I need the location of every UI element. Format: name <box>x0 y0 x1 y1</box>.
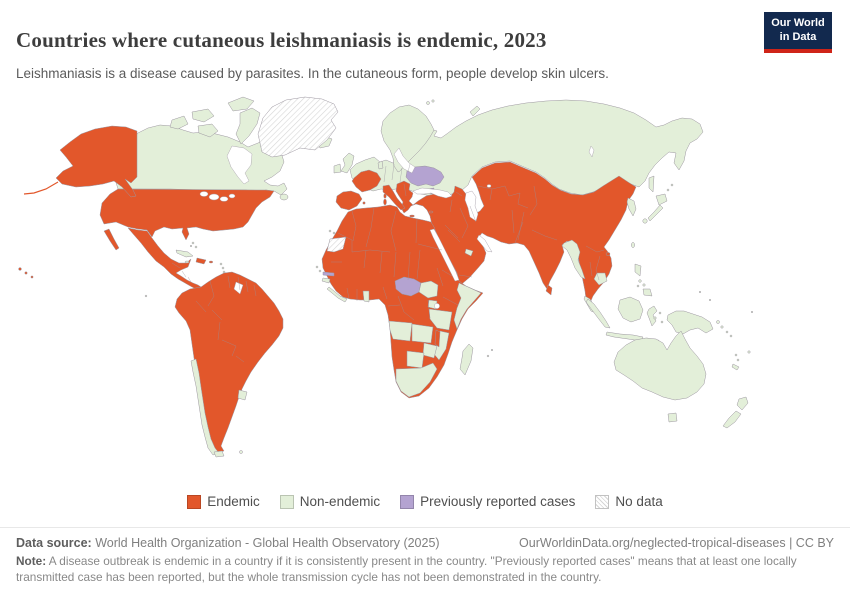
red-sea <box>429 228 460 282</box>
country-borders <box>171 163 605 363</box>
region-mexico-central-america <box>127 227 202 291</box>
legend-item-previously-reported[interactable]: Previously reported cases <box>400 494 575 509</box>
east-asia[interactable] <box>464 175 754 371</box>
lake-baikal <box>588 145 595 158</box>
caribbean[interactable] <box>175 241 226 282</box>
persian-gulf <box>476 234 493 253</box>
legend-label: No data <box>615 494 663 509</box>
lake-victoria <box>434 303 440 309</box>
page-title: Countries where cutaneous leishmaniasis … <box>16 28 547 53</box>
world-map[interactable] <box>0 84 850 490</box>
legend-label: Non-endemic <box>299 494 381 509</box>
region-western-sahara <box>326 236 347 253</box>
region-ukraine[interactable] <box>405 165 445 187</box>
footer: Data source: World Health Organization -… <box>0 527 850 586</box>
north-america[interactable] <box>18 96 289 291</box>
note-label: Note: <box>16 554 47 568</box>
mediterranean-europe[interactable] <box>335 169 406 214</box>
legend-item-endemic[interactable]: Endemic <box>187 494 260 509</box>
region-greenland[interactable] <box>257 96 339 158</box>
region-new-zealand <box>736 396 749 411</box>
data-source-line: Data source: World Health Organization -… <box>16 536 440 550</box>
aral-sea <box>486 184 492 188</box>
region-myanmar <box>561 239 586 280</box>
caspian-sea <box>464 190 479 222</box>
baltic-sea <box>393 147 416 174</box>
region-united-states <box>99 188 275 241</box>
page-subtitle: Leishmaniasis is a disease caused by par… <box>16 65 609 81</box>
data-source-label: Data source: <box>16 536 92 550</box>
region-chile <box>190 358 220 456</box>
region-alaska <box>55 125 138 198</box>
previously-reported-swatch-icon <box>400 494 415 509</box>
region-south-africa <box>395 362 438 398</box>
hudson-bay <box>226 145 253 185</box>
region-italy <box>382 184 406 211</box>
region-philippines <box>634 263 642 277</box>
no-data-swatch-icon <box>595 494 610 509</box>
region-cuba <box>175 249 194 258</box>
endemic-swatch-icon <box>187 494 202 509</box>
africa-overlays[interactable] <box>315 229 494 398</box>
aleutian-islands <box>23 181 59 195</box>
footer-note: Note: A disease outbreak is endemic in a… <box>16 554 797 584</box>
region-madagascar <box>459 343 474 376</box>
region-france <box>351 169 382 193</box>
owid-logo-line2: in Data <box>779 30 817 43</box>
region-australia <box>613 330 707 401</box>
owid-logo[interactable]: Our World in Data <box>764 12 832 53</box>
region-new-guinea <box>666 310 714 335</box>
region-gambia <box>322 271 335 277</box>
black-sea <box>412 187 453 199</box>
legend-item-non-endemic[interactable]: Non-endemic <box>279 494 381 509</box>
map-legend: Endemic Non-endemic Previously reported … <box>0 494 850 509</box>
owid-url-link[interactable]: OurWorldinData.org/neglected-tropical-di… <box>519 536 834 550</box>
great-lakes <box>199 191 209 197</box>
owid-logo-line1: Our World <box>771 17 825 29</box>
south-america[interactable] <box>144 271 284 458</box>
legend-item-no-data[interactable]: No data <box>595 494 663 509</box>
region-uruguay <box>237 389 248 401</box>
region-iberia <box>335 190 363 211</box>
region-japan <box>655 193 668 206</box>
region-south-america <box>174 271 284 453</box>
french-guiana-gap <box>233 281 244 295</box>
hawaii <box>18 267 34 279</box>
non-endemic-swatch-icon <box>279 494 294 509</box>
legend-label: Endemic <box>207 494 260 509</box>
oceania[interactable] <box>613 330 749 429</box>
legend-label: Previously reported cases <box>420 494 576 509</box>
seas-and-lakes <box>199 145 595 309</box>
region-united-kingdom <box>340 152 355 174</box>
arctic-islands <box>426 99 481 117</box>
